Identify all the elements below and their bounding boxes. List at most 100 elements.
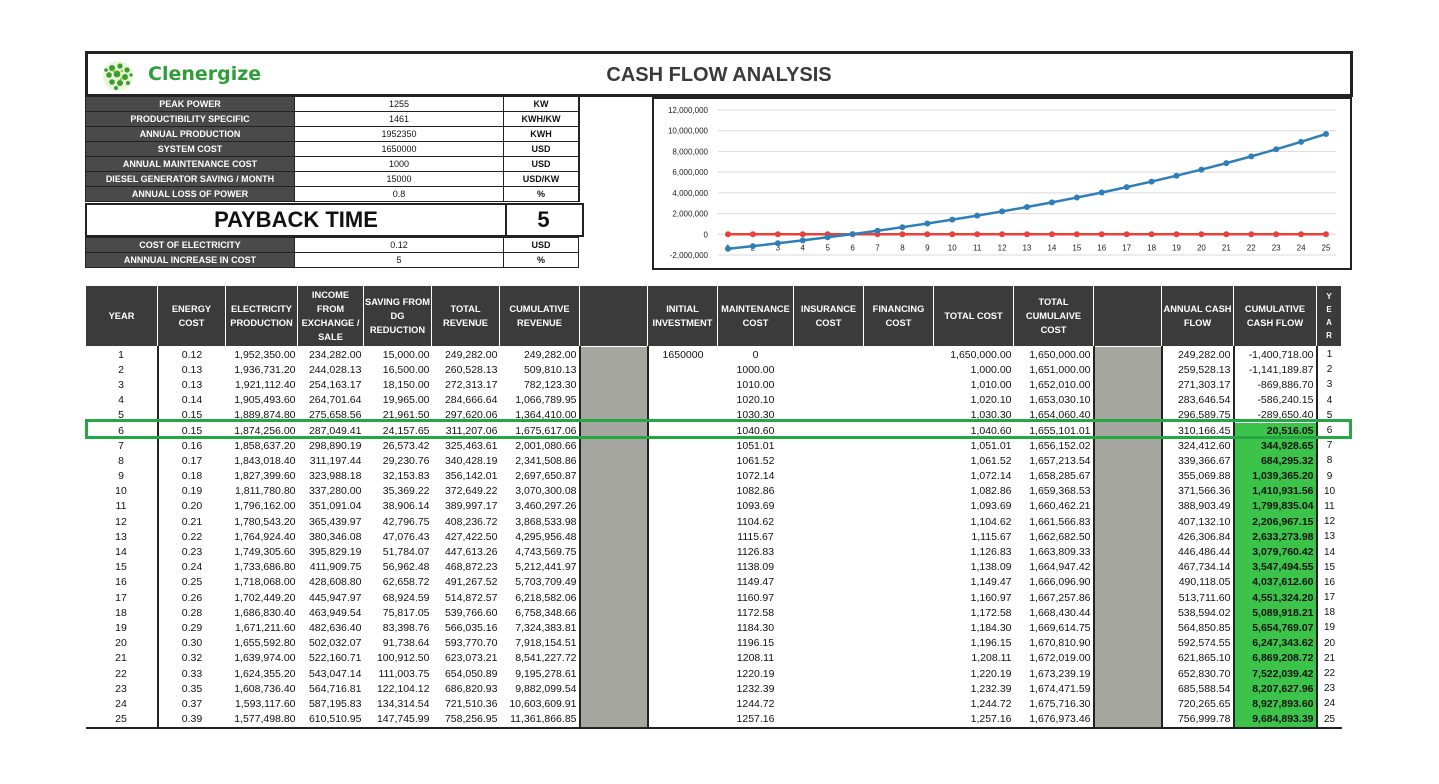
param-unit: % <box>503 186 580 202</box>
cell-gap <box>578 665 649 682</box>
cell-total-cumulative-cost: 1,674,471.59 <box>1029 682 1091 695</box>
cell-cumulative-revenue: 2,697,650.87 <box>515 470 577 483</box>
cell-insurance <box>794 514 864 529</box>
cell-gap <box>578 590 649 606</box>
series-point <box>1323 130 1329 137</box>
cell-insurance <box>794 620 864 635</box>
cell-production: 1,686,830.40 <box>234 606 296 619</box>
cell-insurance <box>794 575 864 590</box>
cell-cumulative-revenue: 1,675,617.06 <box>515 424 577 437</box>
cell-gap <box>578 392 649 408</box>
y-tick-label: 12,000,000 <box>668 106 709 115</box>
cell-maintenance: 1115.67 <box>737 530 774 543</box>
cell-total-revenue: 623,073.21 <box>444 652 498 665</box>
cell-insurance <box>793 711 864 729</box>
cell-total-revenue: 372,649.22 <box>444 485 498 498</box>
cell-financing <box>863 711 934 729</box>
col-total-cost: TOTAL COST <box>933 285 1014 347</box>
cell-cumulative-revenue: 9,882,099.54 <box>515 682 577 695</box>
chart-svg: -2,000,000 0 2,000,000 4,000,000 6,000,000 8,… <box>668 106 1336 260</box>
cell-energy-cost: 0.17 <box>156 453 226 469</box>
cell-cumulative-cash-flow: 1,799,835.04 <box>1232 498 1318 515</box>
cell-insurance <box>794 377 864 392</box>
cell-income: 587,195.83 <box>308 697 362 710</box>
series-point <box>1223 160 1230 167</box>
cell-year: 25 <box>85 711 158 729</box>
cell-annual-cash-flow: 339,366.67 <box>1177 454 1231 467</box>
cell-total-cost: 1,138.09 <box>970 561 1012 574</box>
cell-total-cost: 1,093.69 <box>970 500 1012 513</box>
y-tick-label: 2,000,000 <box>672 210 708 219</box>
cell-annual-cash-flow: 720,265.65 <box>1177 697 1231 710</box>
series-point <box>924 220 931 227</box>
cell-financing <box>864 362 934 377</box>
cell-saving: 42,796.75 <box>382 515 430 528</box>
cell-annual-cash-flow: 513,711.60 <box>1178 591 1231 604</box>
cell-total-cumulative-cost: 1,662,682.50 <box>1029 530 1091 543</box>
param-row: ANNUAL MAINTENANCE COST 1000 USD <box>85 156 580 172</box>
param-row: PRODUCTIBILITY SPECIFIC 1461 KWH/KW <box>85 111 580 127</box>
cell-insurance <box>794 453 864 468</box>
series-point <box>1024 204 1030 211</box>
y-tick-label: 4,000,000 <box>672 189 708 198</box>
table-row: 11 0.20 1,796,162.00 351,091.04 38,906.14 389… <box>86 498 1342 515</box>
table-row: 25 0.39 1,577,498.80 610,510.95 147,745.99 75… <box>85 711 1342 729</box>
x-tick-label: 24 <box>1297 243 1306 252</box>
x-tick-label: 10 <box>948 243 957 252</box>
cell-financing <box>864 605 934 620</box>
cell-maintenance: 1149.47 <box>736 576 775 589</box>
cell-initial-investment <box>646 711 718 729</box>
cell-annual-cash-flow: 756,999.78 <box>1161 711 1234 729</box>
cell-year: 17 <box>115 591 127 604</box>
cell-financing <box>864 393 934 408</box>
cell-annual-cash-flow: 296,589.75 <box>1177 409 1231 422</box>
cell-gap <box>1092 377 1163 393</box>
series-point <box>749 243 756 250</box>
cell-year-right: 21 <box>1315 650 1342 666</box>
cell-year: 7 <box>118 439 124 452</box>
cell-cumulative-revenue: 8,541,227.72 <box>515 652 577 665</box>
cell-gap <box>1092 681 1163 697</box>
cell-energy-cost: 0.29 <box>156 620 226 636</box>
cell-production: 1,905,493.60 <box>234 394 296 407</box>
cell-annual-cash-flow: 310,166.45 <box>1177 424 1231 437</box>
cell-gap <box>578 377 649 393</box>
col-maintenance-cost: MAINTENANCE COST <box>717 285 794 347</box>
cell-year: 4 <box>118 394 124 407</box>
series-point <box>1048 231 1055 238</box>
x-tick-label: 21 <box>1222 243 1231 252</box>
cell-maintenance: 1172.58 <box>736 606 775 619</box>
cell-insurance <box>794 666 864 681</box>
cell-year: 9 <box>118 470 124 483</box>
cell-gap <box>578 559 649 575</box>
series-point <box>874 227 881 234</box>
cell-total-cumulative-cost: 1,669,614.75 <box>1029 621 1091 634</box>
cell-financing <box>864 408 934 423</box>
series-point <box>1073 231 1080 238</box>
cell-insurance <box>794 347 864 363</box>
cell-gap <box>1092 453 1163 469</box>
cell-total-cumulative-cost: 1,653,030.10 <box>1029 394 1091 407</box>
cell-cumulative-cash-flow: 684,295.32 <box>1232 453 1318 469</box>
cell-total-cost: 1,149.47 <box>970 576 1012 589</box>
cell-energy-cost: 0.15 <box>156 422 226 439</box>
cell-year: 8 <box>118 454 124 467</box>
parameters-table: PEAK POWER 1255 KW PRODUCTIBILITY SPECIFIC 1… <box>85 96 580 202</box>
cell-initial-investment <box>646 681 718 697</box>
cell-total-cost: 1,030.30 <box>970 409 1012 422</box>
table-row: 13 0.22 1,764,924.40 380,346.08 47,076.43 427… <box>86 529 1342 545</box>
series-point <box>949 216 956 223</box>
cell-cumulative-cash-flow: 5,089,918.21 <box>1232 605 1318 621</box>
cell-total-cost: 1,126.83 <box>970 546 1012 559</box>
cell-initial-investment <box>646 438 718 454</box>
payback-value: 5 <box>537 207 550 232</box>
cell-total-revenue: 297,620.06 <box>444 409 498 422</box>
cell-income: 463,949.54 <box>308 606 362 619</box>
cell-insurance <box>794 590 864 605</box>
cell-cumulative-revenue: 5,212,441.97 <box>515 561 577 574</box>
cell-maintenance: 1220.19 <box>736 667 775 680</box>
param-row: PEAK POWER 1255 KW <box>85 96 580 112</box>
cell-total-cumulative-cost: 1,661,566.83 <box>1029 515 1091 528</box>
param-value: 15000 <box>294 171 504 187</box>
series-point <box>1323 231 1329 238</box>
